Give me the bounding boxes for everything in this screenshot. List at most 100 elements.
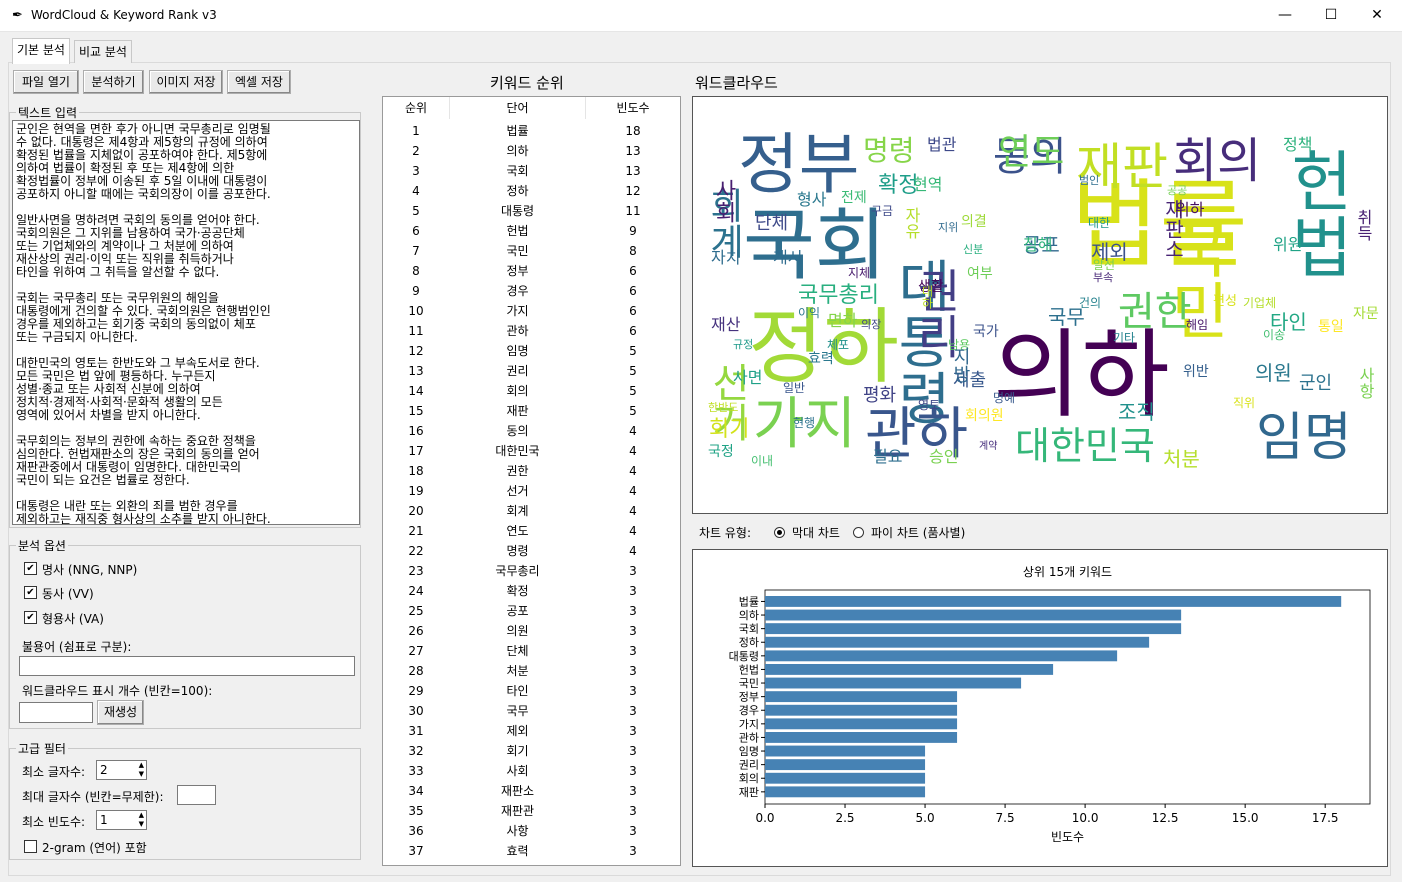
advanced-filter-label: 고급 필터: [16, 740, 68, 757]
table-row[interactable]: 20 회계 4: [383, 501, 680, 521]
freq-cell: 4: [629, 424, 637, 438]
save-image-button[interactable]: 이미지 저장: [149, 70, 223, 94]
bar: [765, 596, 1342, 607]
min-frequency-spinbox[interactable]: 1 ▲ ▼: [96, 810, 147, 830]
table-row[interactable]: 29 타인 3: [383, 681, 680, 701]
table-row[interactable]: 4 정하 12: [383, 181, 680, 201]
noun-checkbox[interactable]: ✔: [24, 562, 37, 575]
word-cell: 확정: [506, 584, 529, 598]
wordcloud-word: 공공: [1167, 184, 1188, 197]
bar: [765, 759, 926, 771]
wordcloud-word: 범인: [1079, 174, 1100, 187]
wordcloud-word: 면하: [828, 311, 858, 330]
pie-chart-label[interactable]: 파이 차트 (품사별): [871, 526, 966, 540]
table-row[interactable]: 24 확정 3: [383, 581, 680, 601]
min-length-spinbox[interactable]: 2 ▲ ▼: [96, 760, 147, 780]
table-row[interactable]: 18 권한 4: [383, 461, 680, 481]
minimize-button[interactable]: —: [1278, 7, 1292, 23]
table-row[interactable]: 5 대통령 11: [383, 201, 680, 221]
table-row[interactable]: 22 명령 4: [383, 541, 680, 561]
table-row[interactable]: 15 재판 5: [383, 401, 680, 421]
word-cell: 명령: [506, 544, 529, 558]
table-row[interactable]: 25 공포 3: [383, 601, 680, 621]
table-row[interactable]: 28 처분 3: [383, 661, 680, 681]
table-row[interactable]: 35 재판관 3: [383, 801, 680, 821]
verb-label: 동사 (VV): [42, 587, 94, 601]
max-length-label: 최대 글자수 (빈칸=무제한):: [22, 790, 164, 804]
table-row[interactable]: 30 국무 3: [383, 701, 680, 721]
wc-count-input[interactable]: [19, 702, 93, 723]
verb-checkbox[interactable]: ✔: [24, 586, 37, 599]
rank-cell: 17: [408, 444, 424, 458]
table-row[interactable]: 17 대한민국 4: [383, 441, 680, 461]
bar-chart-label[interactable]: 막대 차트: [792, 526, 840, 540]
word-cell: 타인: [506, 684, 529, 698]
table-row[interactable]: 1 법률 18: [383, 121, 680, 141]
table-row[interactable]: 33 사회 3: [383, 761, 680, 781]
freq-cell: 4: [629, 464, 637, 478]
tab-compare-analysis[interactable]: 비교 분석: [74, 40, 132, 63]
table-row[interactable]: 21 연도 4: [383, 521, 680, 541]
open-file-button[interactable]: 파일 열기: [13, 70, 79, 94]
table-row[interactable]: 8 정부 6: [383, 261, 680, 281]
table-row[interactable]: 37 효력 3: [383, 841, 680, 861]
rank-cell: 5: [412, 204, 420, 218]
y-tick-label: 국민: [739, 677, 759, 690]
word-cell: 대통령: [500, 204, 535, 218]
ranking-table[interactable]: 순위 단어 빈도수 1 법률 18 2 의하 13 3 국회 13 4 정하 12 5 대통령 11 6 헌법 9…: [382, 96, 681, 866]
wordcloud-word: 확정: [878, 173, 919, 198]
table-row[interactable]: 23 국무총리 3: [383, 561, 680, 581]
table-row[interactable]: 7 국민 8: [383, 241, 680, 261]
table-row[interactable]: 10 가지 6: [383, 301, 680, 321]
table-row[interactable]: 31 제외 3: [383, 721, 680, 741]
y-tick-label: 가지: [739, 718, 759, 731]
spin-down-icon[interactable]: ▼: [138, 770, 144, 778]
table-row[interactable]: 27 단체 3: [383, 641, 680, 661]
wordcloud-word: 정하: [748, 300, 899, 395]
tab-basic-analysis[interactable]: 기본 분석: [12, 38, 70, 64]
wordcloud-word: 군인: [1299, 373, 1333, 394]
spin-up-icon[interactable]: ▲: [138, 811, 144, 819]
maximize-button[interactable]: ☐: [1324, 7, 1338, 23]
freq-cell: 3: [629, 764, 637, 778]
table-row[interactable]: 9 경우 6: [383, 281, 680, 301]
word-header[interactable]: 단어: [450, 97, 586, 119]
table-row[interactable]: 19 선거 4: [383, 481, 680, 501]
regenerate-button[interactable]: 재생성: [97, 700, 144, 725]
rank-cell: 36: [408, 824, 424, 838]
analyze-button[interactable]: 분석하기: [83, 70, 144, 94]
max-length-input[interactable]: [177, 785, 216, 805]
freq-header[interactable]: 빈도수: [616, 101, 650, 115]
pie-chart-radio[interactable]: [853, 527, 864, 538]
table-row[interactable]: 16 동의 4: [383, 421, 680, 441]
bar-chart-radio[interactable]: [774, 527, 785, 538]
table-row[interactable]: 2 의하 13: [383, 141, 680, 161]
freq-cell: 3: [629, 604, 637, 618]
rank-header[interactable]: 순위: [383, 97, 450, 119]
save-excel-button[interactable]: 엑셀 저장: [227, 70, 291, 94]
text-input-area[interactable]: 군인은 현역을 면한 후가 아니면 국무총리로 임명될 수 없다. 대통령은 제…: [12, 120, 360, 525]
wordcloud-word: 계약: [979, 441, 998, 452]
wordcloud-word: 침해: [1023, 235, 1053, 254]
spin-down-icon[interactable]: ▼: [138, 820, 144, 828]
table-row[interactable]: 26 의원 3: [383, 621, 680, 641]
close-button[interactable]: ✕: [1371, 7, 1383, 23]
table-row[interactable]: 36 사항 3: [383, 821, 680, 841]
table-row[interactable]: 14 회의 5: [383, 381, 680, 401]
stopwords-input[interactable]: [19, 656, 355, 676]
bigram-checkbox[interactable]: [24, 840, 37, 853]
table-row[interactable]: 32 회기 3: [383, 741, 680, 761]
table-row[interactable]: 11 관하 6: [383, 321, 680, 341]
spin-up-icon[interactable]: ▲: [138, 761, 144, 769]
wc-count-label: 워드클라우드 표시 개수 (빈칸=100):: [22, 684, 213, 698]
table-row[interactable]: 6 헌법 9: [383, 221, 680, 241]
rank-cell: 20: [408, 504, 424, 518]
freq-cell: 4: [629, 544, 637, 558]
table-row[interactable]: 3 국회 13: [383, 161, 680, 181]
table-row[interactable]: 34 재판소 3: [383, 781, 680, 801]
adjective-checkbox[interactable]: ✔: [24, 611, 37, 624]
table-row[interactable]: 13 권리 5: [383, 361, 680, 381]
wordcloud-word: 위하: [1175, 200, 1205, 219]
table-row[interactable]: 12 임명 5: [383, 341, 680, 361]
freq-cell: 3: [629, 724, 637, 738]
